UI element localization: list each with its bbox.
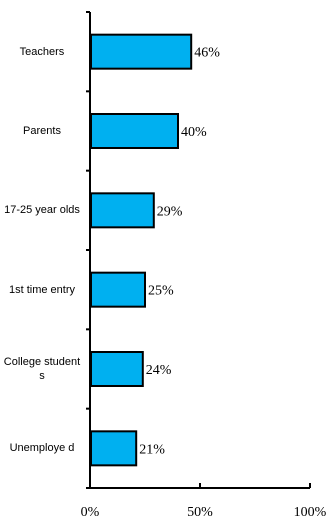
category-label: 1st time entry (8, 283, 76, 296)
x-tick-label: 100% (294, 505, 327, 519)
bar (90, 33, 193, 70)
category-label: College students (3, 356, 81, 382)
category-label: Unemploye d (9, 442, 75, 455)
bar (90, 351, 144, 387)
data-label: 24% (146, 363, 172, 378)
data-label: 46% (194, 46, 220, 61)
bar (90, 192, 155, 229)
x-tick-label: 0% (81, 505, 100, 519)
category-label: 17-25 year olds (4, 204, 80, 217)
x-tick-label: 50% (187, 505, 213, 519)
category-label: Teachers (19, 45, 65, 58)
bar (90, 113, 179, 149)
data-label: 21% (139, 442, 165, 457)
data-label: 25% (148, 284, 174, 299)
data-label: 40% (181, 125, 207, 140)
data-label: 29% (157, 204, 183, 219)
bar (90, 430, 138, 467)
category-label: Parents (23, 125, 61, 137)
bar (90, 271, 146, 308)
